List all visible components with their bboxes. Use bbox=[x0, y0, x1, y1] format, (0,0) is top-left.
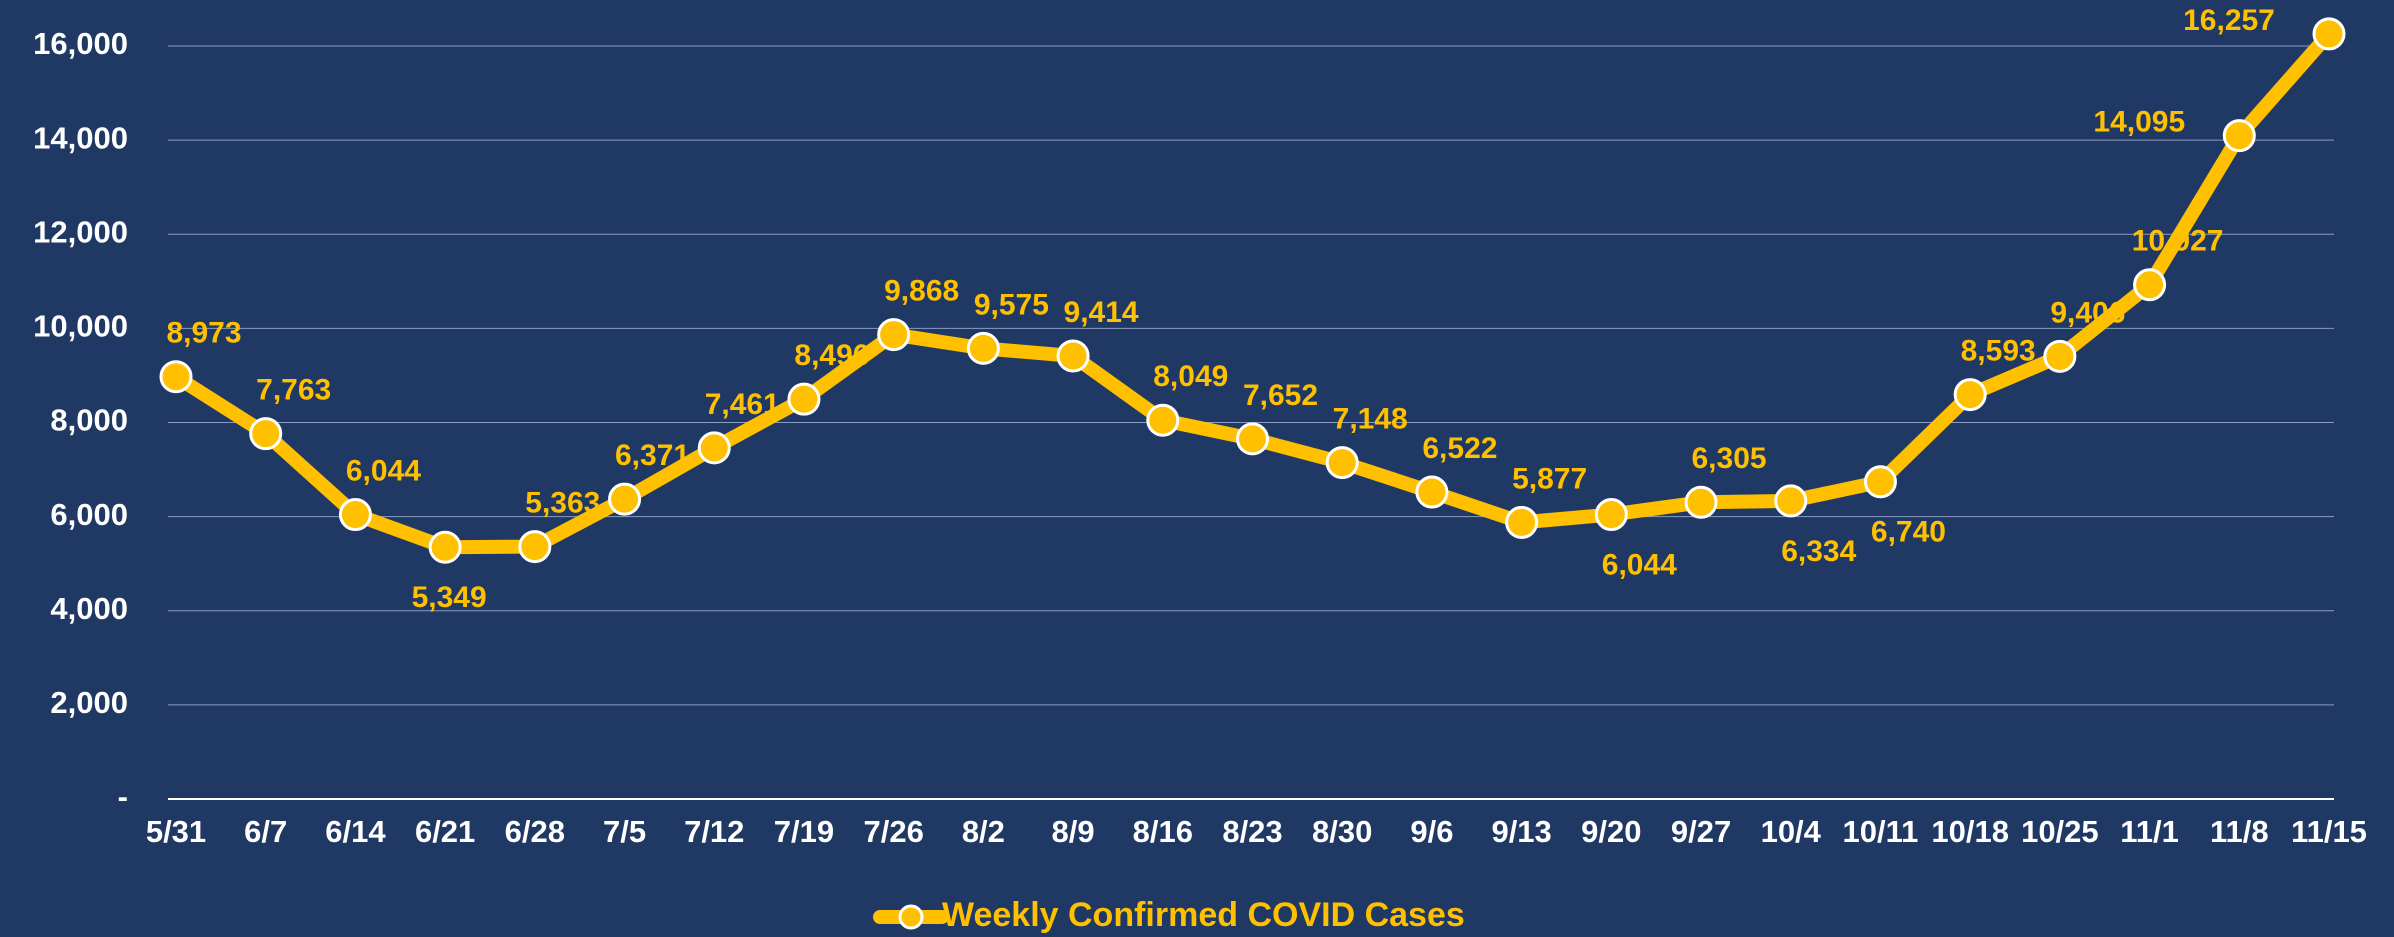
x-tick-label: 8/30 bbox=[1312, 814, 1372, 849]
data-label: 7,148 bbox=[1333, 403, 1408, 436]
data-label: 10,927 bbox=[2132, 225, 2224, 258]
x-tick-label: 9/13 bbox=[1491, 814, 1551, 849]
data-point bbox=[608, 482, 642, 516]
y-tick-label: - bbox=[118, 779, 128, 814]
x-tick-label: 6/14 bbox=[325, 814, 386, 849]
x-tick-label: 6/7 bbox=[244, 814, 287, 849]
x-tick-label: 5/31 bbox=[146, 814, 206, 849]
data-point bbox=[249, 417, 283, 451]
data-label: 8,593 bbox=[1961, 335, 2036, 368]
data-label: 9,406 bbox=[2050, 296, 2125, 329]
x-tick-label: 6/28 bbox=[505, 814, 565, 849]
data-point bbox=[1505, 505, 1539, 539]
data-point bbox=[1146, 403, 1180, 437]
data-label: 6,044 bbox=[1602, 548, 1677, 581]
data-point bbox=[338, 498, 372, 532]
data-label: 9,575 bbox=[974, 288, 1049, 321]
y-tick-label: 14,000 bbox=[33, 120, 128, 155]
data-point bbox=[2312, 17, 2346, 51]
data-point bbox=[1684, 485, 1718, 519]
x-tick-label: 11/15 bbox=[2291, 814, 2367, 849]
data-point bbox=[1325, 446, 1359, 480]
x-tick-label: 10/25 bbox=[2021, 814, 2099, 849]
x-tick-label: 10/4 bbox=[1761, 814, 1822, 849]
x-tick-label: 6/21 bbox=[415, 814, 475, 849]
data-label: 7,652 bbox=[1243, 379, 1318, 412]
data-label: 5,363 bbox=[525, 487, 600, 520]
y-tick-label: 6,000 bbox=[50, 497, 128, 532]
data-label: 6,522 bbox=[1422, 432, 1497, 465]
data-point bbox=[1594, 498, 1628, 532]
data-point bbox=[877, 318, 911, 352]
x-tick-label: 9/27 bbox=[1671, 814, 1731, 849]
x-tick-label: 7/19 bbox=[774, 814, 834, 849]
data-label: 7,763 bbox=[256, 374, 331, 407]
data-label: 5,349 bbox=[412, 581, 487, 614]
data-point bbox=[966, 331, 1000, 365]
x-tick-label: 7/5 bbox=[603, 814, 646, 849]
x-tick-label: 11/8 bbox=[2210, 814, 2269, 849]
y-tick-label: 2,000 bbox=[50, 685, 128, 720]
data-point bbox=[2222, 119, 2256, 153]
data-point bbox=[697, 431, 731, 465]
data-point bbox=[2043, 339, 2077, 373]
x-tick-label: 9/6 bbox=[1410, 814, 1453, 849]
data-point bbox=[1056, 339, 1090, 373]
data-label: 9,868 bbox=[884, 275, 959, 308]
x-tick-label: 9/20 bbox=[1581, 814, 1641, 849]
data-point bbox=[1953, 378, 1987, 412]
data-point bbox=[428, 530, 462, 564]
data-label: 7,461 bbox=[705, 388, 780, 421]
data-point bbox=[518, 530, 552, 564]
x-tick-label: 10/11 bbox=[1843, 814, 1919, 849]
data-label: 8,973 bbox=[166, 317, 241, 350]
y-tick-label: 10,000 bbox=[33, 309, 128, 344]
data-label: 6,334 bbox=[1781, 535, 1856, 568]
x-tick-label: 8/23 bbox=[1222, 814, 1282, 849]
y-tick-label: 8,000 bbox=[50, 403, 128, 438]
x-tick-label: 8/9 bbox=[1052, 814, 1095, 849]
data-label: 9,414 bbox=[1064, 296, 1139, 329]
legend-marker bbox=[898, 904, 924, 930]
data-point bbox=[1415, 475, 1449, 509]
data-point bbox=[787, 382, 821, 416]
data-label: 6,044 bbox=[346, 454, 421, 487]
y-tick-label: 16,000 bbox=[33, 26, 128, 61]
y-tick-label: 12,000 bbox=[33, 214, 128, 249]
x-tick-label: 8/2 bbox=[962, 814, 1005, 849]
data-point bbox=[1236, 422, 1269, 456]
x-tick-label: 10/18 bbox=[1931, 814, 2009, 849]
data-label: 8,049 bbox=[1153, 360, 1228, 393]
data-point bbox=[159, 360, 193, 394]
legend-label: Weekly Confirmed COVID Cases bbox=[942, 896, 1465, 934]
data-label: 5,877 bbox=[1512, 462, 1587, 495]
data-point bbox=[2133, 268, 2167, 302]
data-label: 6,740 bbox=[1871, 516, 1946, 549]
x-tick-label: 11/1 bbox=[2120, 814, 2179, 849]
data-label: 8,496 bbox=[794, 339, 869, 372]
data-label: 16,257 bbox=[2183, 4, 2275, 37]
data-label: 6,305 bbox=[1692, 442, 1767, 475]
data-label: 6,371 bbox=[615, 439, 690, 472]
x-tick-label: 8/16 bbox=[1133, 814, 1193, 849]
x-tick-label: 7/26 bbox=[863, 814, 923, 849]
data-point bbox=[1774, 484, 1808, 518]
data-point bbox=[1863, 465, 1897, 499]
x-tick-label: 7/12 bbox=[684, 814, 744, 849]
data-label: 14,095 bbox=[2093, 106, 2185, 139]
y-tick-label: 4,000 bbox=[50, 591, 128, 626]
